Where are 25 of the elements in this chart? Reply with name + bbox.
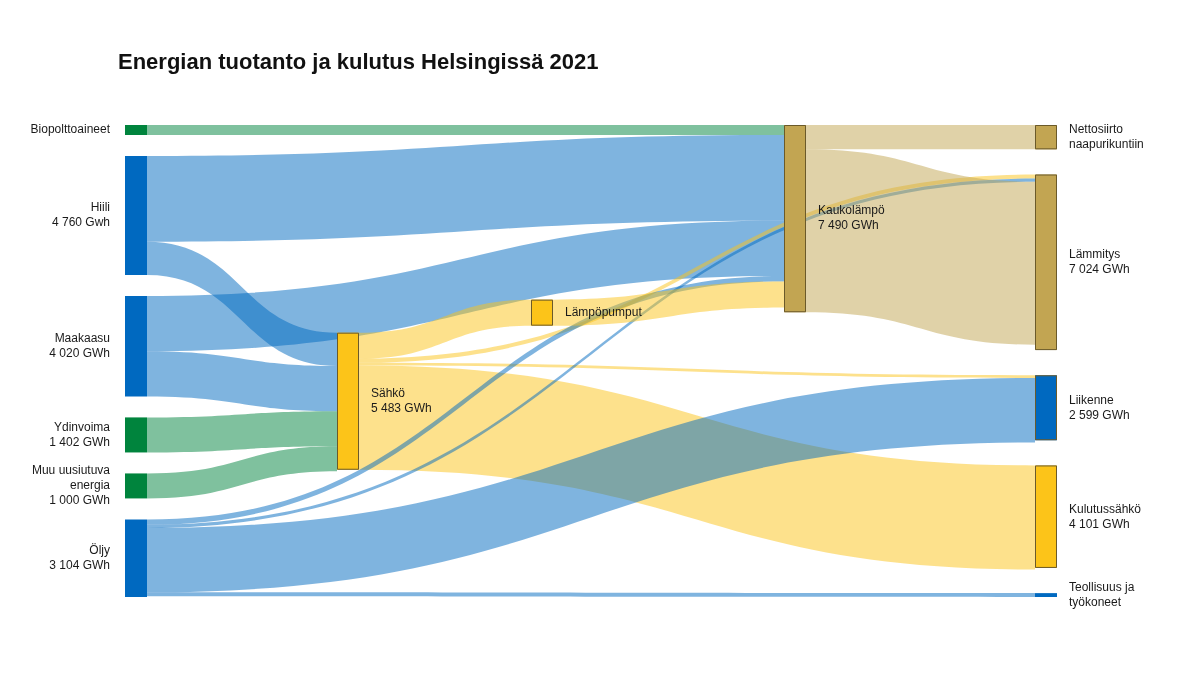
- category-label: Lämpöpumput: [565, 304, 643, 319]
- data-label: 1 000 GWh: [49, 493, 110, 508]
- category-label: Hiili: [90, 200, 110, 215]
- data-label: 5 483 GWh: [371, 401, 432, 416]
- category-label: Liikenne: [1069, 392, 1115, 407]
- category-label: Ydinvoima: [53, 419, 111, 434]
- text: Energian tuotanto ja kulutus Helsingissä 2021: [118, 49, 599, 75]
- data-label: 4 760 Gwh: [51, 215, 110, 230]
- category-label: Öljy: [89, 543, 110, 558]
- data-label: 1 402 GWh: [49, 434, 110, 449]
- data-label: 4 101 GWh: [1069, 516, 1130, 531]
- category-label: Teollisuus ja työkoneet: [1069, 579, 1135, 609]
- category-label: Biopolttoaineet: [30, 122, 111, 137]
- data-label: 2 599 GWh: [1069, 407, 1130, 422]
- data-label: 4 020 GWh: [49, 346, 110, 360]
- category-label: Muu uusiutuva energia: [31, 463, 111, 493]
- category-label: Maakaasu: [54, 331, 110, 345]
- data-label: 7 024 GWh: [1069, 262, 1130, 277]
- category-label: Lämmitys: [1069, 247, 1121, 262]
- category-label: Sähkö: [371, 386, 406, 401]
- category-label: Kaukolämpö: [818, 203, 886, 218]
- data-label: 7 490 GWh: [818, 218, 879, 233]
- category-label: Nettosiirto naapurikuntiin: [1069, 121, 1144, 151]
- data-label: 3 104 GWh: [49, 558, 110, 573]
- category-label: Kulutussähkö: [1069, 501, 1142, 516]
